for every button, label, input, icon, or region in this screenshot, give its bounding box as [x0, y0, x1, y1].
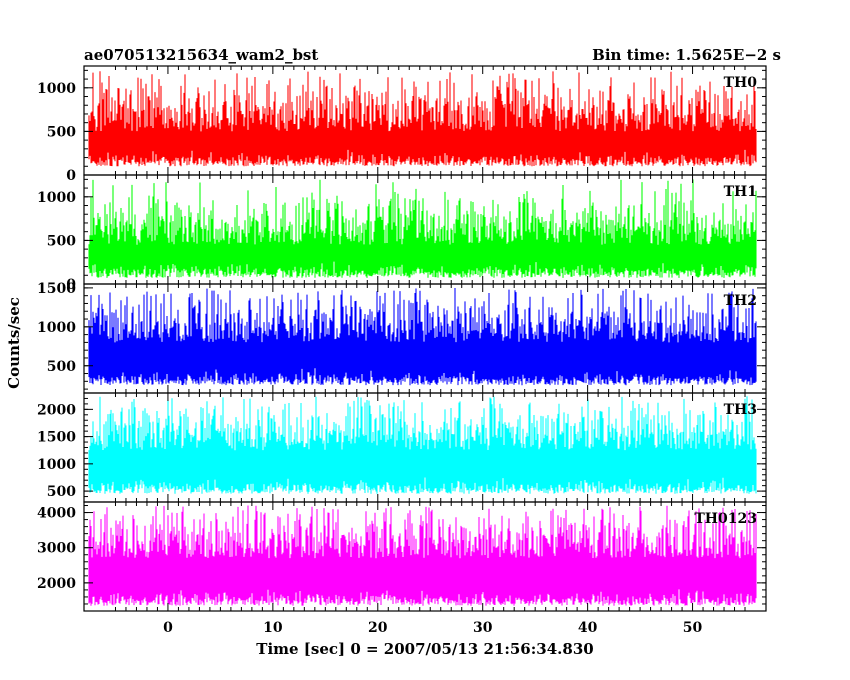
panel-frame [83, 501, 767, 612]
y-tick-label: 500 [47, 233, 76, 249]
panel-label: TH0123 [694, 511, 757, 527]
x-axis: 0 10 20 30 40 50 [114, 66, 746, 636]
series-th1 [88, 179, 757, 278]
panel-th0123: 2000 3000 4000 TH0123 [37, 501, 767, 612]
x-axis-label: Time [sec] 0 = 2007/05/13 21:56:34.830 [256, 640, 593, 658]
x-tick-label: 40 [578, 620, 598, 636]
x-tick-label: 30 [473, 620, 493, 636]
panel-label: TH3 [724, 402, 757, 418]
x-tick-label: 0 [163, 620, 173, 636]
y-tick-label: 0 [66, 168, 76, 184]
panel-label: TH1 [724, 184, 757, 200]
panel-label: TH2 [724, 293, 757, 309]
y-tick-label: 3000 [37, 541, 76, 557]
y-tick-label: 4000 [37, 506, 76, 522]
series-th0 [88, 71, 757, 167]
y-tick-label: 1000 [37, 81, 76, 97]
y-tick-label: 1000 [37, 190, 76, 206]
series-th0123 [88, 505, 757, 606]
x-tick-label: 50 [683, 620, 703, 636]
panels: 0 500 1000 TH0 0 500 1000 TH1 500 1000 1500 TH2 500 1… [37, 65, 767, 612]
y-axis-label: Counts/sec [5, 297, 23, 389]
chart-title: ae070513215634_wam2_bst [84, 46, 318, 64]
series-th2 [88, 288, 757, 386]
panel-th1: 0 500 1000 TH1 [37, 174, 767, 293]
panel-th2: 500 1000 1500 TH2 [37, 281, 767, 394]
x-tick-label: 10 [263, 620, 283, 636]
y-tick-label: 1000 [37, 320, 76, 336]
panel-label: TH0 [724, 75, 758, 91]
series-th3 [88, 396, 757, 494]
x-tick-label: 20 [368, 620, 388, 636]
y-tick-label: 1000 [37, 457, 76, 473]
bin-time-label: Bin time: 1.5625E−2 s [592, 46, 781, 64]
panel-th3: 500 1000 1500 2000 TH3 [37, 392, 767, 503]
y-tick-label: 500 [47, 484, 76, 500]
y-tick-label: 2000 [37, 402, 76, 418]
y-tick-label: 500 [47, 359, 76, 375]
y-tick-label: 1500 [37, 281, 76, 297]
y-tick-label: 2000 [37, 576, 76, 592]
y-tick-label: 1500 [37, 430, 76, 446]
y-tick-label: 0 [66, 277, 76, 293]
y-tick-label: 500 [47, 124, 76, 140]
panel-th0: 0 500 1000 TH0 [37, 65, 767, 184]
